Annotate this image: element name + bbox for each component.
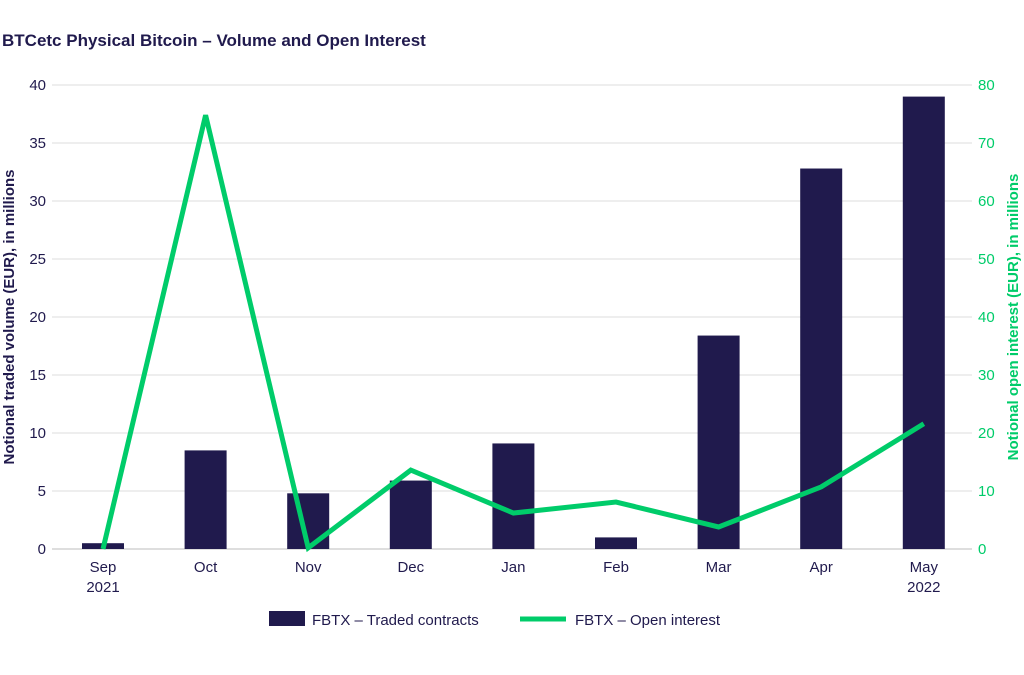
x-tick-label: Nov	[295, 559, 322, 576]
left-axis-ticks: 0 5 10 15 20 25 30 35 40	[29, 77, 46, 558]
x-tick-year-label: 2022	[907, 579, 940, 596]
right-tick-label: 60	[978, 193, 995, 210]
x-tick-label: May	[910, 559, 939, 576]
right-tick-label: 50	[978, 251, 995, 268]
x-axis-ticks: Sep 2021 Oct Nov Dec Jan Feb Mar Apr May 2022	[86, 559, 940, 596]
right-tick-label: 80	[978, 77, 995, 94]
left-tick-label: 0	[38, 541, 46, 558]
right-axis-ticks: 0 10 20 30 40 50 60 70 80	[978, 77, 995, 558]
right-axis-label: Notional open interest (EUR), in million…	[1005, 174, 1022, 461]
bar-dec	[390, 481, 432, 549]
x-tick-year-label: 2021	[86, 579, 119, 596]
legend-label-line: FBTX – Open interest	[575, 612, 721, 629]
left-tick-label: 10	[29, 425, 46, 442]
legend-label-bars: FBTX – Traded contracts	[312, 612, 479, 629]
left-tick-label: 5	[38, 483, 46, 500]
left-axis-label: Notional traded volume (EUR), in million…	[1, 169, 18, 464]
x-tick-label: Sep	[90, 559, 117, 576]
x-tick-label: Apr	[810, 559, 833, 576]
bar-oct	[185, 450, 227, 549]
bar-feb	[595, 537, 637, 549]
x-tick-label: Mar	[706, 559, 732, 576]
right-tick-label: 70	[978, 135, 995, 152]
legend: FBTX – Traded contracts FBTX – Open inte…	[269, 611, 721, 629]
right-tick-label: 30	[978, 367, 995, 384]
left-tick-label: 20	[29, 309, 46, 326]
left-tick-label: 15	[29, 367, 46, 384]
bar-mar	[698, 336, 740, 549]
x-tick-label: Dec	[397, 559, 424, 576]
left-tick-label: 30	[29, 193, 46, 210]
bar-series	[82, 97, 945, 549]
right-tick-label: 10	[978, 483, 995, 500]
right-tick-label: 40	[978, 309, 995, 326]
legend-swatch-bars	[269, 611, 305, 626]
chart-title: BTCetc Physical Bitcoin – Volume and Ope…	[2, 31, 426, 50]
x-tick-label: Jan	[501, 559, 525, 576]
x-tick-label: Oct	[194, 559, 218, 576]
left-tick-label: 35	[29, 135, 46, 152]
bar-jan	[492, 443, 534, 549]
x-tick-label: Feb	[603, 559, 629, 576]
bar-may	[903, 97, 945, 549]
left-tick-label: 40	[29, 77, 46, 94]
right-tick-label: 0	[978, 541, 986, 558]
left-tick-label: 25	[29, 251, 46, 268]
right-tick-label: 20	[978, 425, 995, 442]
